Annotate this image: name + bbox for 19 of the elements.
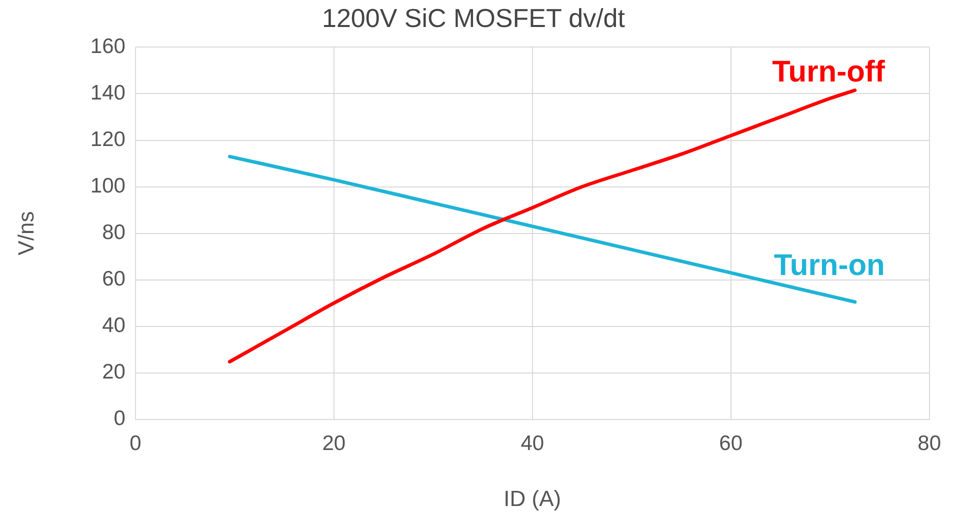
x-tick-label: 80 <box>918 432 941 455</box>
y-tick-label: 60 <box>102 268 126 291</box>
y-tick-label: 100 <box>90 174 126 198</box>
y-tick-label: 80 <box>102 221 126 244</box>
y-tick-label: 40 <box>102 314 126 338</box>
x-tick-label: 60 <box>719 432 743 455</box>
x-tick-label: 0 <box>130 432 142 455</box>
y-tick-label: 120 <box>90 128 126 152</box>
x-tick-label: 40 <box>520 432 544 455</box>
y-tick-label: 140 <box>90 82 126 105</box>
x-axis-title: ID (A) <box>504 486 562 511</box>
x-tick-label: 20 <box>322 432 346 455</box>
series-label: Turn-off <box>772 56 886 88</box>
y-tick-label: 160 <box>90 34 126 58</box>
y-axis-title: V/ns <box>13 211 38 256</box>
chart-title: 1200V SiC MOSFET dv/dt <box>322 2 626 33</box>
series-label: Turn-on <box>774 249 885 282</box>
y-tick-label: 20 <box>102 360 126 384</box>
y-tick-label: 0 <box>114 407 126 430</box>
